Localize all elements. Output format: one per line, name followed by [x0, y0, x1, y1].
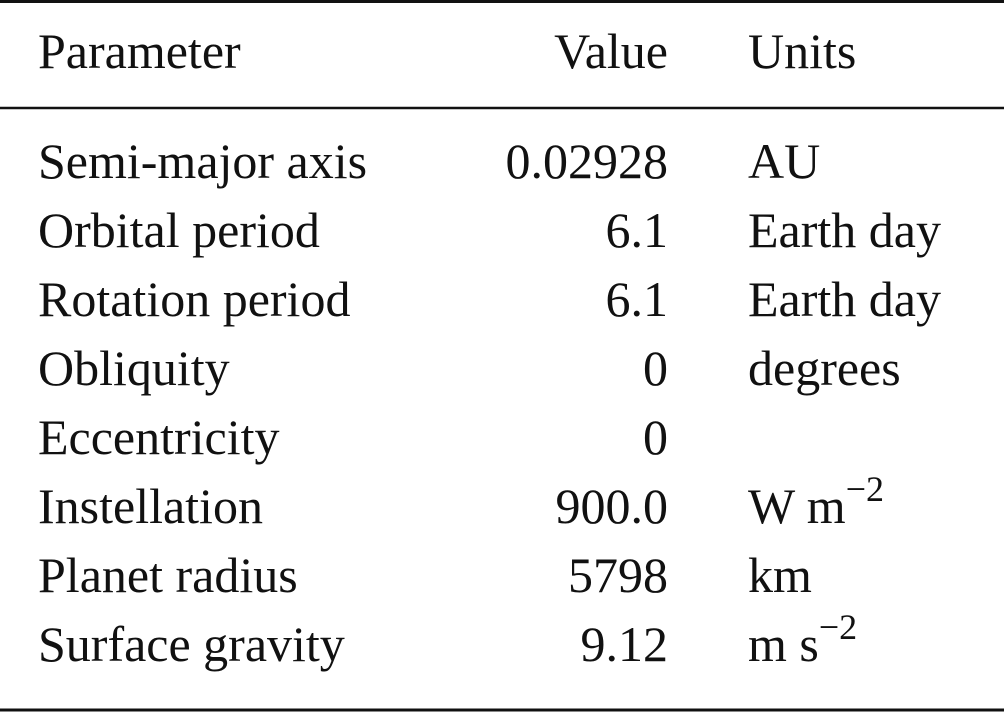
units-cell: W m−2	[748, 469, 884, 534]
units-text: W m	[748, 478, 846, 534]
header-units: Units	[748, 23, 856, 79]
units-cell: AU	[748, 133, 820, 189]
parameter-cell: Eccentricity	[38, 409, 280, 465]
value-cell: 0	[643, 409, 668, 465]
units-cell: degrees	[748, 340, 901, 396]
parameter-cell: Planet radius	[38, 547, 298, 603]
value-cell: 6.1	[606, 271, 669, 327]
units-text: km	[748, 547, 812, 603]
units-cell: Earth day	[748, 202, 941, 258]
value-cell: 900.0	[556, 478, 669, 534]
value-cell: 6.1	[606, 202, 669, 258]
units-cell: Earth day	[748, 271, 941, 327]
parameter-cell: Instellation	[38, 478, 263, 534]
header-value: Value	[554, 23, 668, 79]
parameter-cell: Obliquity	[38, 340, 230, 396]
value-cell: 0	[643, 340, 668, 396]
units-text: degrees	[748, 340, 901, 396]
units-superscript: −2	[819, 607, 857, 647]
units-superscript: −2	[846, 469, 884, 509]
value-cell: 5798	[568, 547, 668, 603]
units-text: Earth day	[748, 202, 941, 258]
parameter-cell: Rotation period	[38, 271, 350, 327]
value-cell: 0.02928	[506, 133, 669, 189]
parameter-cell: Surface gravity	[38, 616, 345, 672]
units-cell: km	[748, 547, 812, 603]
header-parameter: Parameter	[38, 23, 241, 79]
value-cell: 9.12	[581, 616, 669, 672]
parameter-cell: Semi-major axis	[38, 133, 367, 189]
units-cell: m s−2	[748, 607, 857, 672]
units-text: AU	[748, 133, 820, 189]
units-text: Earth day	[748, 271, 941, 327]
parameter-cell: Orbital period	[38, 202, 320, 258]
units-text: m s	[748, 616, 819, 672]
